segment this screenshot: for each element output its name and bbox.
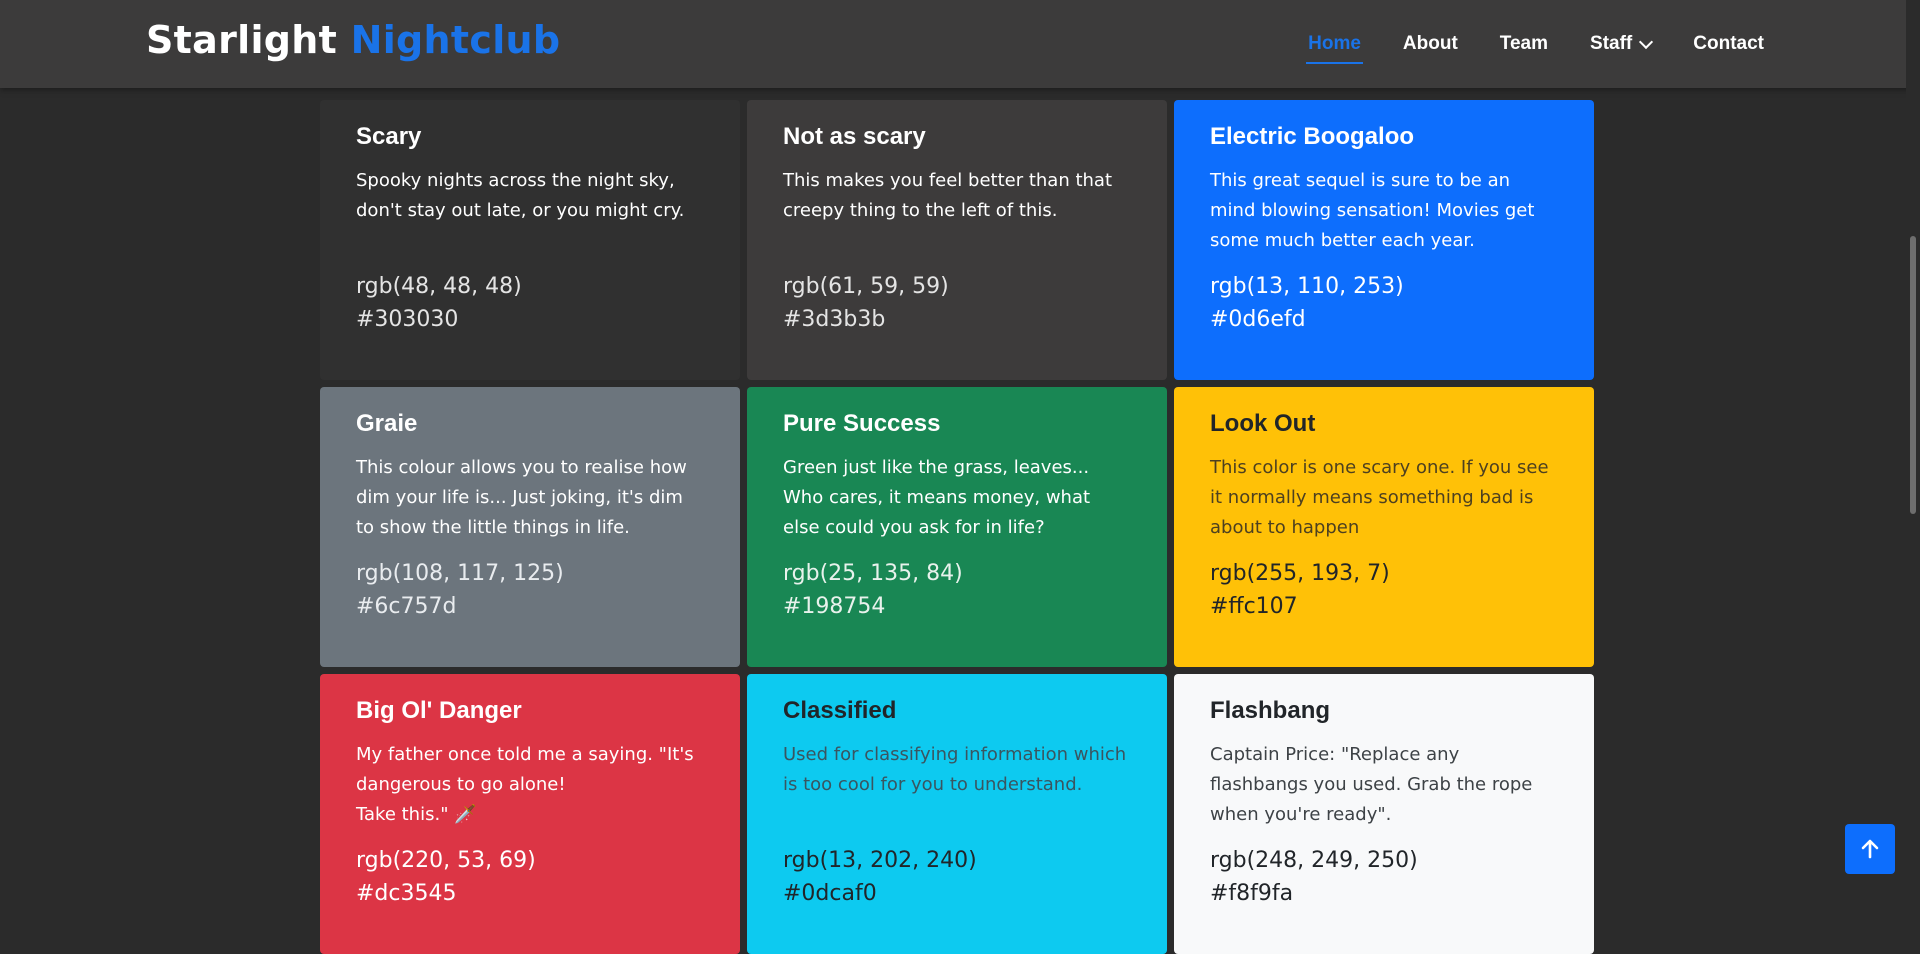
color-card-big-ol-danger: Big Ol' Danger My father once told me a … [320, 674, 740, 954]
card-hex: #f8f9fa [1210, 877, 1558, 910]
nav-link-team[interactable]: Team [1500, 33, 1548, 55]
card-text: Captain Price: "Replace any flashbangs y… [1210, 740, 1558, 830]
card-rgb: rgb(25, 135, 84) [783, 557, 1131, 590]
card-hex: #303030 [356, 303, 704, 336]
scrollbar-thumb[interactable] [1910, 236, 1916, 514]
card-title: Look Out [1210, 409, 1558, 439]
card-rgb: rgb(220, 53, 69) [356, 844, 704, 877]
card-title: Pure Success [783, 409, 1131, 439]
card-text: This colour allows you to realise how di… [356, 453, 704, 543]
card-title: Flashbang [1210, 696, 1558, 726]
back-to-top-button[interactable] [1845, 824, 1895, 874]
card-rgb: rgb(48, 48, 48) [356, 270, 704, 303]
color-card-graie: Graie This colour allows you to realise … [320, 387, 740, 667]
nav-link-contact[interactable]: Contact [1693, 33, 1764, 55]
card-text: My father once told me a saying. "It's d… [356, 740, 704, 830]
color-card-classified: Classified Used for classifying informat… [747, 674, 1167, 954]
nav-staff-label: Staff [1590, 33, 1632, 55]
card-title: Graie [356, 409, 704, 439]
card-title: Electric Boogaloo [1210, 122, 1558, 152]
color-card-scary: Scary Spooky nights across the night sky… [320, 100, 740, 380]
card-text: This great sequel is sure to be an mind … [1210, 166, 1558, 256]
brand-primary: Starlight [146, 18, 337, 62]
color-card-grid: Scary Spooky nights across the night sky… [320, 100, 1595, 954]
card-text: Used for classifying information which i… [783, 740, 1131, 830]
card-rgb: rgb(108, 117, 125) [356, 557, 704, 590]
card-text: Green just like the grass, leaves... Who… [783, 453, 1131, 543]
card-title: Big Ol' Danger [356, 696, 704, 726]
card-hex: #0d6efd [1210, 303, 1558, 336]
card-hex: #3d3b3b [783, 303, 1131, 336]
card-title: Not as scary [783, 122, 1131, 152]
card-text: This makes you feel better than that cre… [783, 166, 1131, 256]
card-rgb: rgb(248, 249, 250) [1210, 844, 1558, 877]
color-card-flashbang: Flashbang Captain Price: "Replace any fl… [1174, 674, 1594, 954]
nav-link-about[interactable]: About [1403, 33, 1458, 55]
nav-link-home[interactable]: Home [1308, 33, 1361, 55]
nav-dropdown-staff[interactable]: Staff [1590, 33, 1651, 55]
card-rgb: rgb(255, 193, 7) [1210, 557, 1558, 590]
color-card-pure-success: Pure Success Green just like the grass, … [747, 387, 1167, 667]
card-hex: #dc3545 [356, 877, 704, 910]
card-text: This color is one scary one. If you see … [1210, 453, 1558, 543]
card-text: Spooky nights across the night sky, don'… [356, 166, 704, 256]
card-hex: #ffc107 [1210, 590, 1558, 623]
arrow-up-icon [1859, 838, 1881, 860]
color-card-not-as-scary: Not as scary This makes you feel better … [747, 100, 1167, 380]
card-hex: #0dcaf0 [783, 877, 1131, 910]
card-hex: #6c757d [356, 590, 704, 623]
color-card-look-out: Look Out This color is one scary one. If… [1174, 387, 1594, 667]
card-title: Classified [783, 696, 1131, 726]
brand-accent: Nightclub [351, 18, 561, 62]
card-title: Scary [356, 122, 704, 152]
card-rgb: rgb(61, 59, 59) [783, 270, 1131, 303]
card-rgb: rgb(13, 110, 253) [1210, 270, 1558, 303]
navbar: Starlight Nightclub Home About Team Staf… [0, 0, 1920, 88]
main-nav: Home About Team Staff Contact [1308, 33, 1764, 55]
card-hex: #198754 [783, 590, 1131, 623]
color-card-electric-boogaloo: Electric Boogaloo This great sequel is s… [1174, 100, 1594, 380]
brand-logo[interactable]: Starlight Nightclub [146, 18, 560, 62]
chevron-down-icon [1639, 34, 1653, 48]
card-rgb: rgb(13, 202, 240) [783, 844, 1131, 877]
page-scrollbar[interactable] [1906, 0, 1920, 892]
